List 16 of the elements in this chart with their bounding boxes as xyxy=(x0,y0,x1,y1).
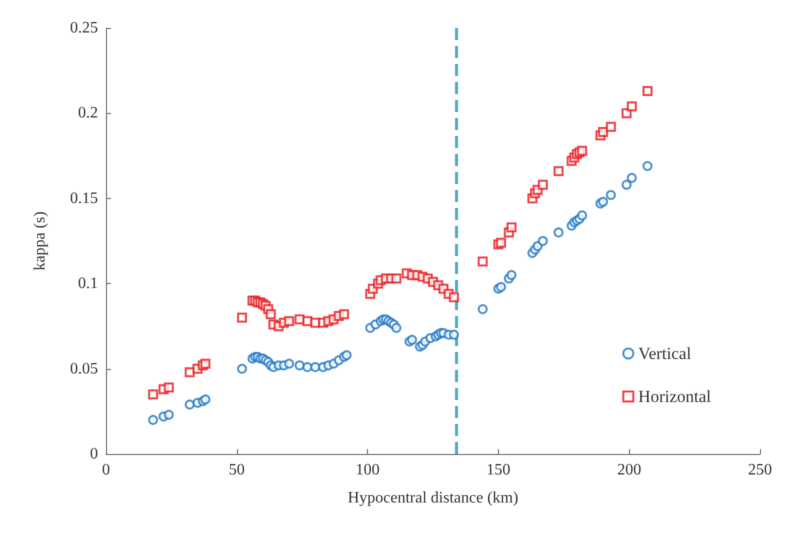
x-tick-label: 200 xyxy=(617,462,642,478)
legend-label: Horizontal xyxy=(638,387,712,406)
y-tick-label: 0.15 xyxy=(70,190,98,207)
legend-label: Vertical xyxy=(638,344,692,363)
x-tick-label: 100 xyxy=(356,462,380,478)
x-tick-label: 250 xyxy=(748,462,772,478)
y-tick-label: 0.2 xyxy=(78,104,98,122)
y-axis-title: kappa (s) xyxy=(32,211,48,271)
y-tick-label: 0 xyxy=(90,446,98,462)
y-tick-label: 0.1 xyxy=(78,275,98,292)
x-tick-label: 150 xyxy=(486,462,510,478)
y-tick-label: 0.25 xyxy=(70,20,98,36)
y-tick-label: 0.05 xyxy=(70,360,98,378)
x-tick-label: 0 xyxy=(102,462,110,478)
x-tick-label: 50 xyxy=(228,462,245,478)
x-axis-title: Hypocentral distance (km) xyxy=(348,490,518,506)
